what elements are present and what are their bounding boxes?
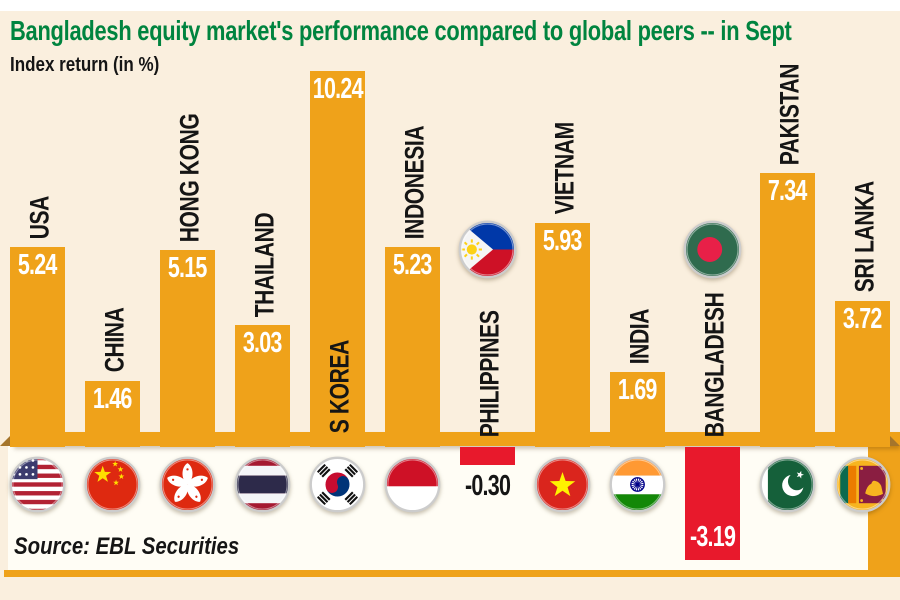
country-label-usa: USA (24, 195, 55, 239)
bar-vietnam (535, 222, 590, 447)
value-label-sri-lanka: 3.72 (843, 302, 883, 335)
value-label-india: 1.69 (618, 374, 658, 407)
bar-sri-lanka (835, 300, 890, 447)
skorea-flag-icon (309, 456, 366, 513)
value-label-s-korea: 10.24 (312, 72, 364, 105)
pakistan-flag-icon (759, 456, 816, 513)
vietnam-flag-icon (534, 456, 591, 513)
country-label-hong-kong: HONG KONG (174, 113, 205, 243)
usa-flag-icon (9, 456, 66, 513)
bar-usa (10, 247, 65, 447)
value-label-bangladesh: -3.19 (689, 520, 736, 553)
country-label-india: INDIA (624, 308, 655, 365)
country-label-vietnam: VIETNAM (549, 122, 580, 215)
china-flag-icon (84, 456, 141, 513)
value-label-china: 1.46 (93, 382, 133, 415)
india-flag-icon (609, 456, 666, 513)
bar-china (85, 380, 140, 447)
source-credit: Source: EBL Securities (14, 533, 240, 560)
value-label-vietnam: 5.93 (543, 224, 583, 257)
srilanka-flag-icon (834, 456, 891, 513)
country-label-sri-lanka: SRI LANKA (849, 181, 880, 293)
bar-philippines (460, 447, 515, 465)
bar-indonesia (385, 247, 440, 447)
hongkong-flag-icon (159, 456, 216, 513)
bangladesh-flag-icon (683, 220, 742, 279)
value-label-usa: 5.24 (18, 249, 58, 281)
country-label-philippines: PHILIPPINES (474, 310, 505, 437)
country-label-china: CHINA (99, 307, 130, 373)
chart-subtitle: Index return (in %) (10, 54, 160, 76)
country-label-thailand: THAILAND (249, 212, 280, 317)
value-label-hong-kong: 5.15 (168, 252, 208, 285)
philippines-flag-icon (458, 220, 517, 279)
chart-title: Bangladesh equity market's performance c… (10, 15, 792, 46)
country-label-s-korea: S KOREA (324, 339, 355, 433)
bar-thailand (235, 325, 290, 447)
value-label-pakistan: 7.34 (768, 174, 808, 207)
value-label-philippines: -0.30 (464, 470, 511, 502)
bar-bangladesh (685, 447, 740, 560)
country-label-pakistan: PAKISTAN (774, 63, 805, 165)
top-strip (0, 0, 900, 11)
bar-india (610, 372, 665, 447)
value-label-indonesia: 5.23 (393, 249, 433, 282)
country-label-indonesia: INDONESIA (399, 125, 430, 240)
bar-s-korea (310, 70, 365, 447)
value-label-thailand: 3.03 (243, 327, 283, 359)
indonesia-flag-icon (384, 456, 441, 513)
thailand-flag-icon (234, 456, 291, 513)
bar-hong-kong (160, 250, 215, 447)
panel-bottom-border (4, 570, 900, 577)
country-label-bangladesh: BANGLADESH (699, 292, 730, 437)
bar-pakistan (760, 172, 815, 447)
